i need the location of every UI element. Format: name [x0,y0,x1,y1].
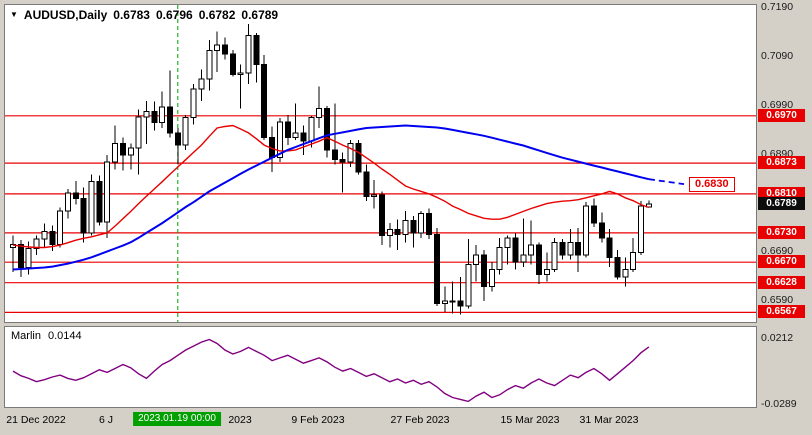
ohlc-low: 0.6782 [198,8,236,22]
ohlc-close: 0.6789 [241,8,279,22]
level-price-label: 0.6567 [758,305,805,318]
chart-header-info: ▼ AUDUSD,Daily 0.6783 0.6796 0.6782 0.67… [10,8,278,22]
symbol-dropdown-icon[interactable]: ▼ [10,10,18,19]
level-price-label: 0.6628 [758,276,805,289]
time-axis-label: 21 Dec 2022 [6,414,66,426]
time-axis-label: 6 J [98,414,114,426]
indicator-label: Marlin 0.0144 [11,330,82,342]
level-price-label: 0.6730 [758,226,805,239]
indicator-value: 0.0144 [47,330,82,342]
time-axis-label: 2023 [228,414,252,426]
indicator-name: Marlin [11,330,41,342]
time-axis-label: 27 Feb 2023 [390,414,450,426]
target-price-label[interactable]: 0.6830 [689,177,735,192]
ohlc-high: 0.6796 [155,8,193,22]
indicator-axis-tick: 0.0212 [761,332,794,344]
forecast-dashed-line[interactable] [648,178,685,185]
price-axis[interactable]: 0.71900.70900.69900.68900.67900.66900.65… [758,0,812,435]
indicator-axis-tick: -0.0289 [761,398,797,410]
symbol-period-label: AUDUSD,Daily [23,8,108,22]
blue-ma-line [12,124,650,271]
candles-layer [10,24,652,315]
marlin-indicator-canvas [12,338,650,403]
support-resistance-lines[interactable] [5,115,756,313]
red-ma-line [12,124,650,249]
level-price-label: 0.6970 [758,109,805,122]
marlin-indicator-panel[interactable]: Marlin 0.0144 [4,326,757,408]
price-axis-tick: 0.6990 [761,99,794,111]
price-axis-tick: 0.6690 [761,245,794,257]
time-axis-label: 15 Mar 2023 [500,414,560,426]
price-axis-tick: 0.6590 [761,294,794,306]
level-price-label: 0.6810 [758,187,805,200]
ohlc-open: 0.6783 [113,8,150,22]
highlighted-date-label[interactable]: 2023.01.19 00:00 [133,412,221,426]
level-price-label: 0.6873 [758,156,805,169]
price-axis-tick: 0.7190 [761,1,794,13]
level-price-label: 0.6670 [758,255,805,268]
price-axis-tick: 0.7090 [761,50,794,62]
price-chart-panel[interactable]: ▼ AUDUSD,Daily 0.6783 0.6796 0.6782 0.67… [4,4,757,323]
time-axis-label: 9 Feb 2023 [291,414,345,426]
price-chart-canvas[interactable] [5,5,756,322]
current-price-label: 0.6789 [758,197,805,210]
time-axis-label: 31 Mar 2023 [579,414,639,426]
time-axis[interactable]: 21 Dec 2022 6 J 2023 9 Feb 2023 27 Feb 2023 1… [4,409,757,435]
marlin-line [12,338,650,403]
